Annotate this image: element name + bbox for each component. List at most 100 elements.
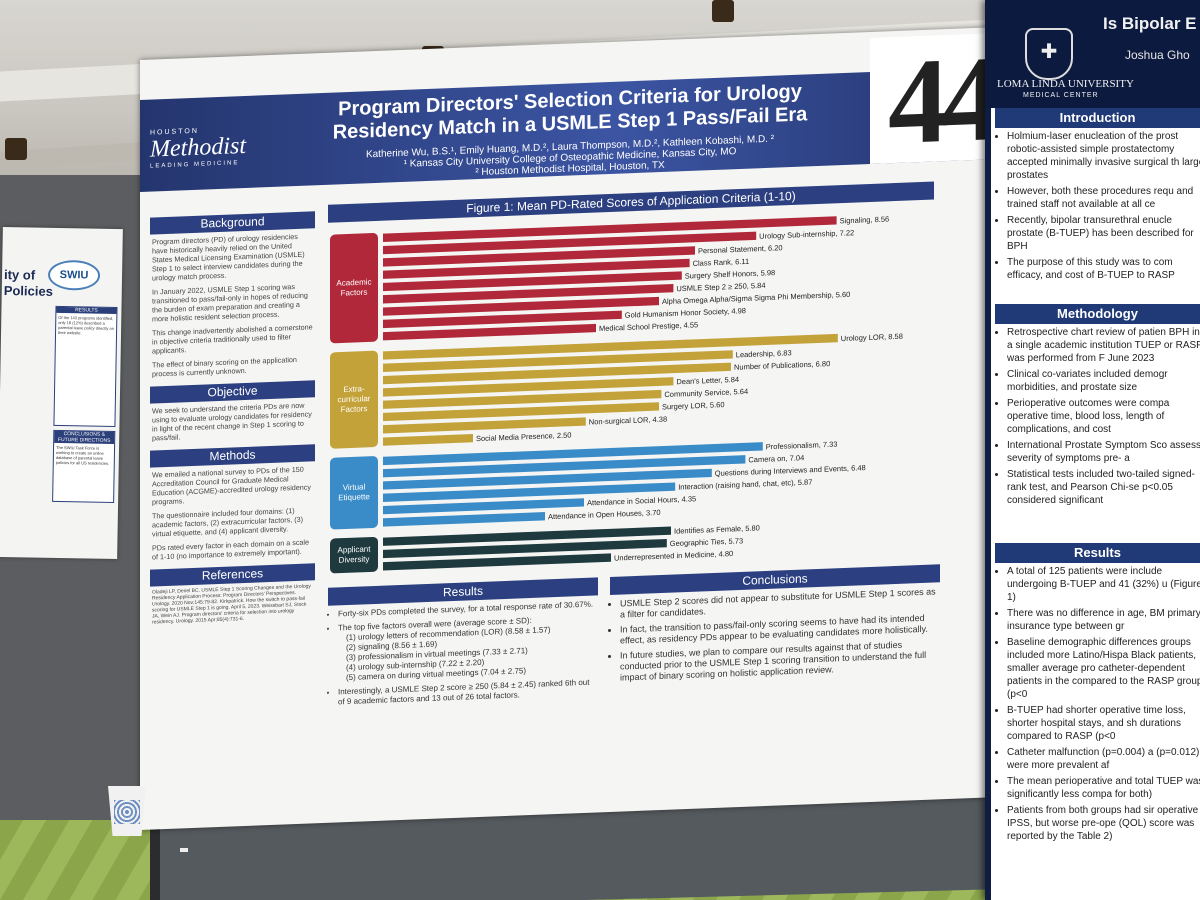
results-list: A total of 125 patients were include und… (997, 565, 1200, 846)
paragraph: We emailed a national survey to PDs of t… (152, 464, 311, 507)
main-poster: HOUSTON Methodist LEADING MEDICINE Progr… (140, 26, 1000, 830)
data-label: Underrepresented in Medicine, 4.80 (614, 549, 733, 563)
university-subtitle: MEDICAL CENTER (1023, 92, 1099, 99)
data-label: Attendance in Open Houses, 3.70 (548, 508, 661, 521)
intro-header: Introduction (995, 108, 1200, 128)
data-label: Identifies as Female, 5.80 (674, 523, 760, 535)
group-label-box (330, 233, 378, 344)
list-item: Patients from both groups had sir operat… (1007, 804, 1200, 843)
group-label: Applicant (338, 544, 372, 554)
group-label: Extra- (343, 384, 365, 394)
bar (383, 246, 695, 267)
bar (383, 442, 763, 466)
paragraph: We seek to understand the criteria PDs a… (152, 400, 312, 443)
bar (383, 296, 659, 316)
data-label: Interaction (raising hand, chat, etc), 5… (678, 477, 812, 491)
data-label: Urology LOR, 8.58 (841, 332, 903, 343)
left-poster-title: ity of Policies (4, 267, 54, 300)
data-label: Gold Humanism Honor Society, 4.98 (625, 306, 746, 320)
paragraph: This change inadvertently abolished a co… (152, 322, 313, 356)
bar (383, 231, 757, 255)
data-label: Community Service, 5.64 (664, 387, 748, 399)
loma-linda-crest-icon: ✚ (1025, 28, 1073, 80)
bar (383, 350, 733, 372)
right-poster-author: Joshua Gho (1125, 48, 1190, 62)
objective-text: We seek to understand the criteria PDs a… (150, 397, 315, 450)
conclusions-section: Conclusions USMLE Step 2 scores did not … (610, 564, 940, 688)
group-label: Etiquette (338, 492, 370, 502)
list-item: Statistical tests included two-tailed si… (1007, 468, 1200, 507)
data-label: Class Rank, 6.11 (693, 257, 750, 268)
group-label: Factors (341, 288, 368, 298)
list-item: However, both these procedures requ and … (1007, 185, 1200, 211)
ceiling-light (712, 0, 734, 22)
data-label: Dean's Letter, 5.84 (676, 375, 739, 386)
paragraph: PDs rated every factor in each domain on… (152, 537, 310, 562)
group-label: Academic (336, 277, 371, 287)
list-item: Perioperative outcomes were compa operat… (1007, 397, 1200, 436)
group-label: Diversity (339, 555, 370, 565)
left-poster-conclusions-box: CONCLUSIONS & FUTURE DIRECTIONS The SWIU… (52, 429, 116, 503)
bar (383, 258, 690, 279)
data-label: USMLE Step 2 ≥ 250, 5.84 (676, 281, 765, 293)
data-label: Non-surgical LOR, 4.38 (589, 415, 667, 427)
left-poster: ity of Policies SWIU RESULTS Of the 143 … (0, 226, 123, 560)
list-item: Baseline demographic differences groups … (1007, 636, 1200, 701)
box-header: CONCLUSIONS & FUTURE DIRECTIONS (54, 430, 115, 444)
bar (383, 271, 682, 292)
results-list: Forty-six PDs completed the survey, for … (328, 599, 598, 707)
bar (383, 455, 746, 478)
bar (383, 377, 674, 397)
data-label: Geographic Ties, 5.73 (670, 536, 743, 548)
bar (383, 402, 659, 422)
references-text: Oladeji LP, Deriel BC. USMLE Step 1 Scor… (152, 583, 311, 626)
data-label: Leadership, 6.83 (736, 348, 792, 359)
bar (383, 417, 586, 434)
university-name: LOMA LINDA UNIVERSITY (997, 78, 1134, 90)
list-item: Recently, bipolar transurethral enucle p… (1007, 214, 1200, 253)
data-label: Attendance in Social Hours, 4.35 (587, 494, 696, 507)
ceiling-light (5, 138, 27, 160)
bar (383, 538, 667, 559)
bar (383, 553, 611, 571)
list-item: Clinical co-variates included demogr mor… (1007, 368, 1200, 394)
list-item: Retrospective chart review of patien BPH… (1007, 326, 1200, 365)
list-item: There was no difference in age, BM prima… (1007, 607, 1200, 633)
data-label: Personal Statement, 6.20 (698, 243, 783, 255)
data-label: Signaling, 8.56 (840, 215, 890, 226)
list-item: Holmium-laser enucleation of the prost r… (1007, 130, 1200, 182)
bar (383, 284, 674, 304)
left-poster-results-box: RESULTS Of the 143 programs identified, … (53, 305, 118, 427)
right-poster-title: Is Bipolar E (1103, 14, 1197, 33)
list-item: The top five factors overall were (avera… (338, 613, 598, 683)
box-text: Of the 143 programs identified, only 18 … (58, 314, 114, 336)
conclusions-list: USMLE Step 2 scores did not appear to su… (610, 586, 940, 684)
bar (383, 362, 731, 385)
data-label: Camera on, 7.04 (748, 453, 804, 464)
list-item: In future studies, we plan to compare ou… (620, 638, 940, 683)
houston-methodist-logo: HOUSTON Methodist LEADING MEDICINE (150, 126, 246, 170)
board-number: 44 (888, 31, 994, 171)
board-tag (180, 848, 188, 852)
list-item: The purpose of this study was to com eff… (1007, 256, 1200, 282)
bar (383, 526, 671, 546)
data-label: Number of Publications, 6.80 (734, 359, 830, 372)
data-label: Professionalism, 7.33 (766, 440, 838, 452)
methodology-header: Methodology (995, 304, 1200, 324)
list-item: International Prostate Symptom Sco asses… (1007, 439, 1200, 465)
bar (383, 323, 596, 341)
data-label: Surgery LOR, 5.60 (662, 400, 725, 411)
swiu-logo: SWIU (47, 259, 101, 291)
results-section: Results Forty-six PDs completed the surv… (328, 577, 598, 711)
methodology-list: Retrospective chart review of patien BPH… (997, 326, 1200, 510)
group-label-box (330, 350, 378, 449)
intro-list: Holmium-laser enucleation of the prost r… (997, 130, 1200, 285)
group-label-box (330, 536, 378, 574)
right-poster-header (985, 0, 1200, 108)
logo-line: Methodist (150, 132, 246, 163)
data-label: Questions during Interviews and Events, … (715, 463, 866, 478)
bar (383, 434, 473, 446)
right-poster-body (991, 108, 1200, 900)
bar (383, 310, 622, 329)
